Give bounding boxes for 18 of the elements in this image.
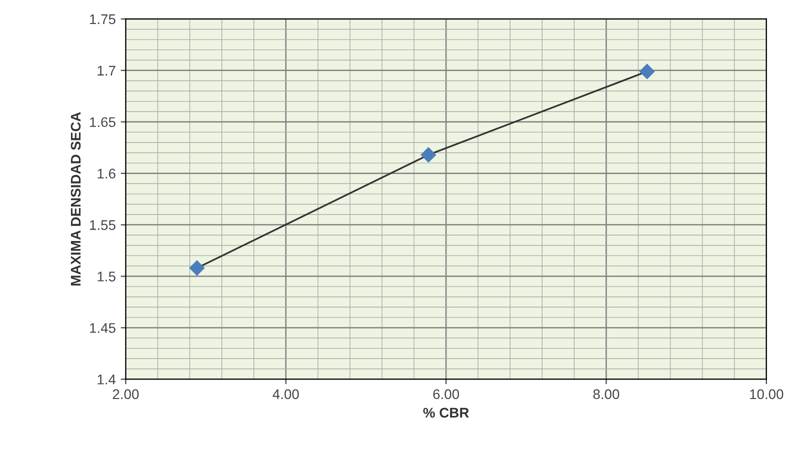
point — [420, 147, 436, 162]
y-axis-title: MAXIMA DENSIDAD SECA — [70, 112, 81, 286]
x-tick-label: 2.00 — [112, 389, 139, 400]
y-tick-label: 1.4 — [98, 374, 116, 384]
y-tick-label: 1.5 — [98, 272, 116, 282]
y-tick-label: 1.65 — [90, 117, 116, 128]
x-axis-title: % CBR — [423, 408, 469, 418]
y-tick-label: 1.7 — [98, 66, 116, 76]
x-tick-label: 6.00 — [433, 389, 460, 400]
y-tick-label: 1.6 — [98, 168, 116, 179]
x-tick-label: 4.00 — [272, 389, 299, 400]
y-tick-label: 1.75 — [90, 14, 116, 24]
point — [639, 64, 655, 80]
x-tick-label: 8.00 — [593, 389, 620, 400]
x-tick-label: 10.00 — [750, 389, 784, 400]
y-tick-label: 1.55 — [90, 220, 116, 230]
y-tick-label: 1.45 — [90, 323, 116, 333]
point — [189, 260, 205, 276]
